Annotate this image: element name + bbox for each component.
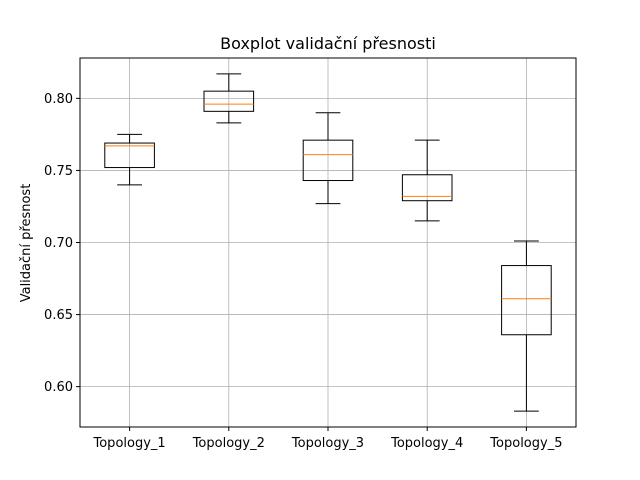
box-topology-5 xyxy=(501,240,552,412)
iqr-box xyxy=(104,142,155,169)
box-topology-1 xyxy=(104,133,155,186)
y-axis: 0.60 0.65 0.70 0.75 0.80 xyxy=(44,92,80,395)
x-tick-label: Topology_4 xyxy=(390,436,463,451)
x-tick-label: Topology_5 xyxy=(489,436,562,451)
iqr-box xyxy=(401,174,453,202)
box-topology-2 xyxy=(203,73,255,124)
x-tick-label: Topology_2 xyxy=(192,436,265,451)
chart-title: Boxplot validační přesnosti xyxy=(220,34,436,53)
y-tick-label: 0.80 xyxy=(44,92,73,107)
y-tick-label: 0.75 xyxy=(44,164,73,179)
y-tick-label: 0.70 xyxy=(44,236,73,251)
y-tick-label: 0.65 xyxy=(44,308,73,323)
iqr-box xyxy=(203,90,255,112)
x-tick-label: Topology_3 xyxy=(291,436,364,451)
box-topology-3 xyxy=(302,112,354,205)
x-tick-label: Topology_1 xyxy=(93,436,166,451)
iqr-box xyxy=(302,139,354,182)
box-topology-4 xyxy=(401,139,453,222)
x-axis: Topology_1 Topology_2 Topology_3 Topology_4… xyxy=(93,427,562,451)
y-tick-label: 0.60 xyxy=(44,380,73,395)
y-axis-label: Validační přesnost xyxy=(19,184,34,303)
iqr-box xyxy=(501,265,552,336)
boxes xyxy=(104,73,552,412)
